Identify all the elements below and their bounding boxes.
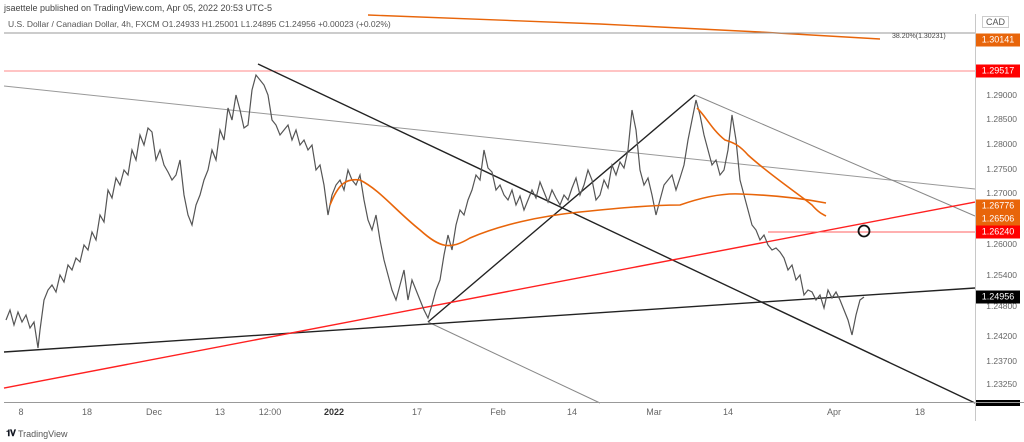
fast-ma-line <box>696 107 827 217</box>
rising-trendline <box>427 94 696 323</box>
time-tick: 8 <box>18 407 24 417</box>
price-tick: 1.27000 <box>986 188 1017 198</box>
gray-descending-line <box>694 94 976 217</box>
price-tick: 1.23700 <box>986 356 1017 366</box>
price-tick: 1.28500 <box>986 114 1017 124</box>
gray-channel-line <box>427 321 601 404</box>
price-label-resistance: 1.29517 <box>976 64 1020 78</box>
fib-label: 38.20%(1.30231) <box>892 33 946 40</box>
price-label-ma-1: 1.26776 <box>976 199 1020 213</box>
price-tick: 1.23250 <box>986 379 1017 389</box>
price-line <box>5 73 865 349</box>
price-tick: 1.27500 <box>986 164 1017 174</box>
currency-badge[interactable]: CAD <box>982 16 1010 28</box>
time-tick: 18 <box>914 407 926 417</box>
price-tick: 1.25400 <box>986 270 1017 280</box>
price-label-bottom <box>976 400 1020 406</box>
publisher-line: jsaettele published on TradingView.com, … <box>4 3 273 13</box>
tradingview-brand: 𝟏𝐕 TradingView <box>6 428 68 439</box>
time-tick: Apr <box>826 407 842 417</box>
ma-line <box>329 178 827 247</box>
price-tick: 1.24800 <box>986 301 1017 311</box>
long-support-line <box>3 287 976 353</box>
price-tick: 1.26000 <box>986 239 1017 249</box>
brand-name: TradingView <box>17 428 68 439</box>
time-tick: Mar <box>646 407 662 417</box>
price-label-last: 1.24956 <box>976 290 1020 304</box>
price-tick: 1.29000 <box>986 90 1017 100</box>
red-trendline <box>3 201 976 389</box>
symbol-legend: U.S. Dollar / Canadian Dollar, 4h, FXCM … <box>8 19 391 29</box>
time-axis[interactable]: 8 18 Dec 13 12:00 2022 17 Feb 14 Mar 14 … <box>4 402 975 421</box>
time-tick: 17 <box>411 407 423 417</box>
time-tick: Feb <box>490 407 506 417</box>
target-circle-marker <box>857 224 871 238</box>
time-tick: Dec <box>145 407 163 417</box>
axis-corner <box>975 402 1024 421</box>
price-label-ma-long: 1.30141 <box>976 33 1020 47</box>
long-ma-line <box>367 14 881 40</box>
time-tick: 13 <box>214 407 226 417</box>
descending-trendline <box>257 63 976 404</box>
time-tick: 18 <box>81 407 93 417</box>
price-label-ma-2: 1.26506 <box>976 212 1020 226</box>
price-tick: 1.28000 <box>986 139 1017 149</box>
time-tick-year: 2022 <box>323 407 345 417</box>
tradingview-logo-icon: 𝟏𝐕 <box>6 428 16 438</box>
price-label-level: 1.26240 <box>976 225 1020 239</box>
time-tick: 14 <box>566 407 578 417</box>
time-tick: 12:00 <box>258 407 282 417</box>
price-tick: 1.24200 <box>986 331 1017 341</box>
gray-trendline <box>3 85 976 190</box>
time-tick: 14 <box>722 407 734 417</box>
